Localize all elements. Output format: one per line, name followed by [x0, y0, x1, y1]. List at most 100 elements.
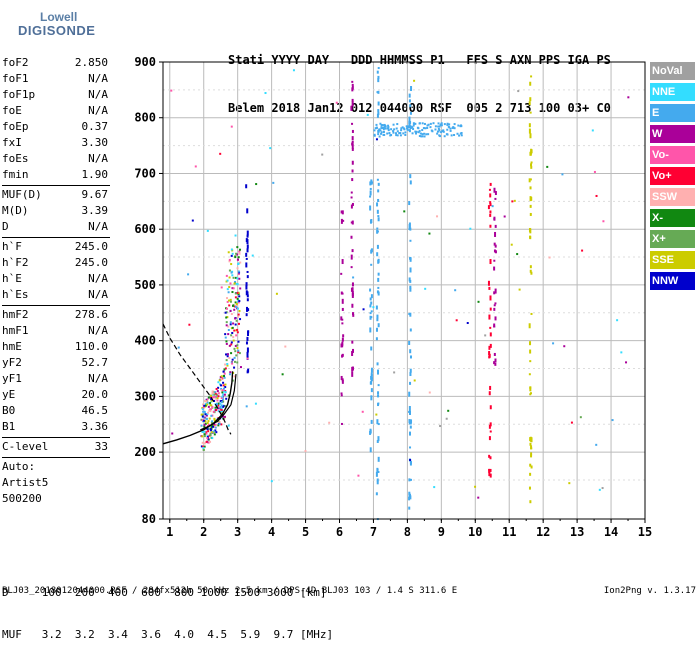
echo-point — [469, 227, 472, 230]
x-tick-label: 6 — [336, 525, 343, 539]
echo-point — [350, 196, 353, 199]
echo-point — [414, 130, 417, 133]
param-row: h`Es N/A — [2, 288, 108, 304]
echo-point — [341, 353, 344, 357]
param-row: foE N/A — [2, 104, 108, 120]
echo-point — [389, 134, 392, 137]
echo-point — [513, 199, 516, 202]
echo-point — [408, 99, 411, 103]
echo-point — [494, 197, 497, 200]
echo-point — [488, 188, 491, 191]
echo-point — [494, 358, 497, 363]
param-row: yF2 52.7 — [2, 356, 108, 372]
x-tick-label: 7 — [370, 525, 377, 539]
echo-point — [434, 128, 437, 131]
echo-point — [230, 361, 233, 364]
echo-point — [460, 125, 463, 128]
echo-point — [530, 148, 533, 154]
legend-item-sse: SSE — [650, 251, 695, 269]
echo-point — [453, 127, 456, 130]
echo-point — [408, 222, 411, 228]
echo-point — [529, 393, 532, 396]
echo-point — [203, 419, 206, 422]
echo-point — [239, 248, 242, 251]
echo-point — [236, 258, 239, 261]
echo-point — [529, 349, 532, 354]
echo-point — [377, 394, 380, 398]
echo-point — [369, 429, 372, 434]
param-row: hmE 110.0 — [2, 340, 108, 356]
echo-point — [206, 435, 209, 438]
echo-point — [201, 430, 204, 433]
echo-point — [409, 458, 412, 461]
echo-point — [210, 404, 213, 407]
echo-point — [214, 423, 217, 426]
echo-point — [528, 373, 531, 376]
echo-point — [396, 123, 399, 126]
echo-point — [233, 282, 236, 285]
echo-point — [406, 125, 409, 128]
echo-point — [215, 387, 218, 390]
echo-point — [412, 124, 415, 127]
echo-point — [529, 360, 532, 363]
echo-point — [529, 472, 532, 476]
param-value: 2.850 — [74, 56, 108, 69]
echo-point — [224, 367, 227, 370]
echo-point — [426, 126, 429, 129]
echo-point — [239, 318, 242, 321]
echo-point — [205, 432, 208, 435]
echo-point — [437, 130, 440, 133]
echo-point — [209, 432, 212, 435]
param-value: N/A — [88, 372, 108, 385]
echo-point — [409, 287, 412, 292]
echo-point — [373, 134, 376, 137]
echo-point — [408, 410, 411, 413]
echo-point — [370, 374, 373, 380]
echo-point — [400, 127, 403, 130]
echo-point — [219, 152, 222, 155]
echo-point — [230, 263, 233, 266]
echo-point — [493, 307, 496, 311]
header-labels: Stati YYYY DAY DDD HHMMSS P1 FFS S AXN P… — [228, 53, 611, 67]
param-row: B0 46.5 — [2, 404, 108, 420]
echo-point — [409, 180, 412, 185]
echo-point — [206, 437, 209, 440]
echo-point — [408, 506, 411, 510]
echo-point — [225, 274, 228, 277]
echo-point — [220, 384, 223, 387]
echo-point — [219, 405, 222, 408]
echo-point — [453, 123, 456, 126]
echo-point — [591, 129, 594, 132]
echo-point — [228, 286, 231, 289]
echo-point — [341, 337, 344, 342]
echo-point — [377, 182, 380, 186]
echo-point — [377, 423, 380, 426]
echo-point — [238, 250, 241, 253]
echo-point — [236, 307, 239, 310]
echo-point — [369, 181, 372, 186]
echo-point — [351, 371, 354, 377]
echo-point — [370, 372, 373, 376]
echo-point — [246, 357, 249, 360]
echo-point — [376, 252, 379, 257]
echo-point — [420, 135, 423, 138]
echo-point — [620, 351, 623, 354]
legend-item-x-: X+ — [650, 230, 695, 248]
echo-point — [187, 273, 190, 276]
echo-point — [202, 410, 205, 413]
echo-point — [224, 383, 227, 386]
echo-point — [351, 249, 354, 253]
echo-point — [220, 387, 223, 390]
echo-point — [376, 478, 379, 482]
param-label: fmin — [2, 168, 29, 181]
echo-point — [410, 419, 413, 424]
echo-point — [493, 187, 496, 193]
echo-point — [209, 402, 212, 405]
echo-point — [217, 392, 220, 395]
file-info-footer: BLJ03_2018012044000.RSF / 284fx512h 50 k… — [2, 586, 458, 596]
param-row: fxI 3.30 — [2, 136, 108, 152]
echo-point — [489, 422, 492, 427]
echo-point — [449, 127, 452, 130]
echo-point — [229, 371, 232, 374]
logo-lowell-text: Lowell — [40, 10, 78, 24]
